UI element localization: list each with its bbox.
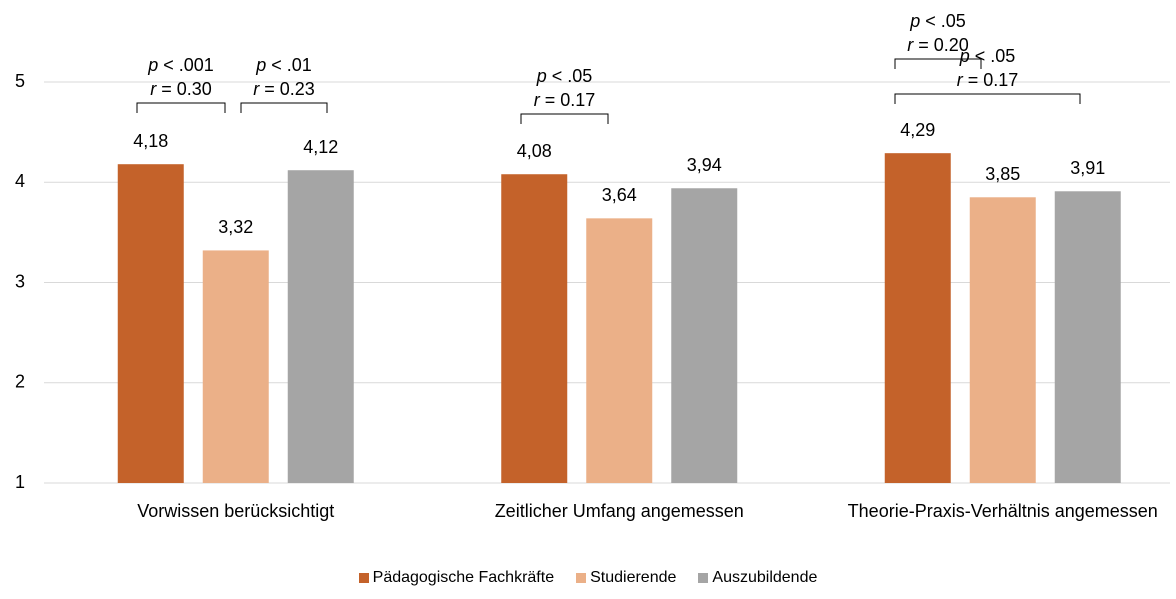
- bar: [1054, 191, 1121, 483]
- value-label: 3,91: [1070, 158, 1105, 178]
- value-label: 4,08: [517, 141, 552, 161]
- x-tick-label: Zeitlicher Umfang angemessen: [494, 501, 744, 521]
- legend-label: Studierende: [590, 569, 677, 586]
- annotation: p < .01: [255, 55, 312, 75]
- legend-label: Pädagogische Fachkräfte: [372, 569, 555, 586]
- y-tick-label: 5: [15, 71, 25, 91]
- bracket: [240, 102, 328, 113]
- annotation: p < .001: [147, 55, 214, 75]
- legend-item: Auszubildende: [698, 569, 817, 587]
- bar: [671, 188, 738, 483]
- x-tick-label: Theorie-Praxis-Verhältnis angemessen: [847, 501, 1158, 521]
- y-tick-label: 2: [15, 372, 25, 392]
- value-label: 3,64: [602, 185, 637, 205]
- legend-swatch: [698, 573, 709, 583]
- annotation: r = 0.20: [907, 35, 969, 55]
- bar: [586, 218, 653, 483]
- y-tick-label: 4: [15, 171, 25, 191]
- legend-item: Pädagogische Fachkräfte: [358, 569, 555, 587]
- legend-swatch: [576, 573, 587, 583]
- value-label: 3,85: [985, 164, 1020, 184]
- bar: [501, 174, 568, 484]
- annotation: r = 0.23: [253, 79, 315, 99]
- value-label: 3,94: [687, 155, 722, 175]
- bracket: [136, 102, 226, 113]
- x-tick-label: Vorwissen berücksichtigt: [137, 501, 335, 521]
- legend: Pädagogische Fachkräfte Studierende Auszub…: [0, 569, 1176, 587]
- annotation: p < .05: [909, 11, 966, 31]
- legend-swatch: [358, 573, 369, 583]
- bar: [117, 164, 184, 483]
- y-tick-label: 3: [15, 271, 25, 291]
- value-label: 3,32: [218, 217, 253, 237]
- bar: [202, 250, 269, 483]
- bar: [969, 197, 1036, 483]
- legend-label: Auszubildende: [712, 569, 818, 586]
- value-label: 4,12: [303, 137, 338, 157]
- bar: [884, 153, 951, 484]
- annotation: p < .05: [536, 66, 593, 86]
- bracket: [894, 58, 982, 69]
- annotation: p < .05: [959, 46, 1016, 66]
- annotation: r = 0.30: [150, 79, 212, 99]
- bracket: [520, 113, 609, 124]
- annotation: r = 0.17: [534, 90, 596, 110]
- legend-item: Studierende: [576, 569, 676, 587]
- y-tick-label: 1: [15, 472, 25, 492]
- value-label: 4,29: [900, 120, 935, 140]
- bracket: [894, 93, 1081, 104]
- annotation: r = 0.17: [957, 70, 1019, 90]
- value-label: 4,18: [133, 131, 168, 151]
- bar: [287, 170, 354, 483]
